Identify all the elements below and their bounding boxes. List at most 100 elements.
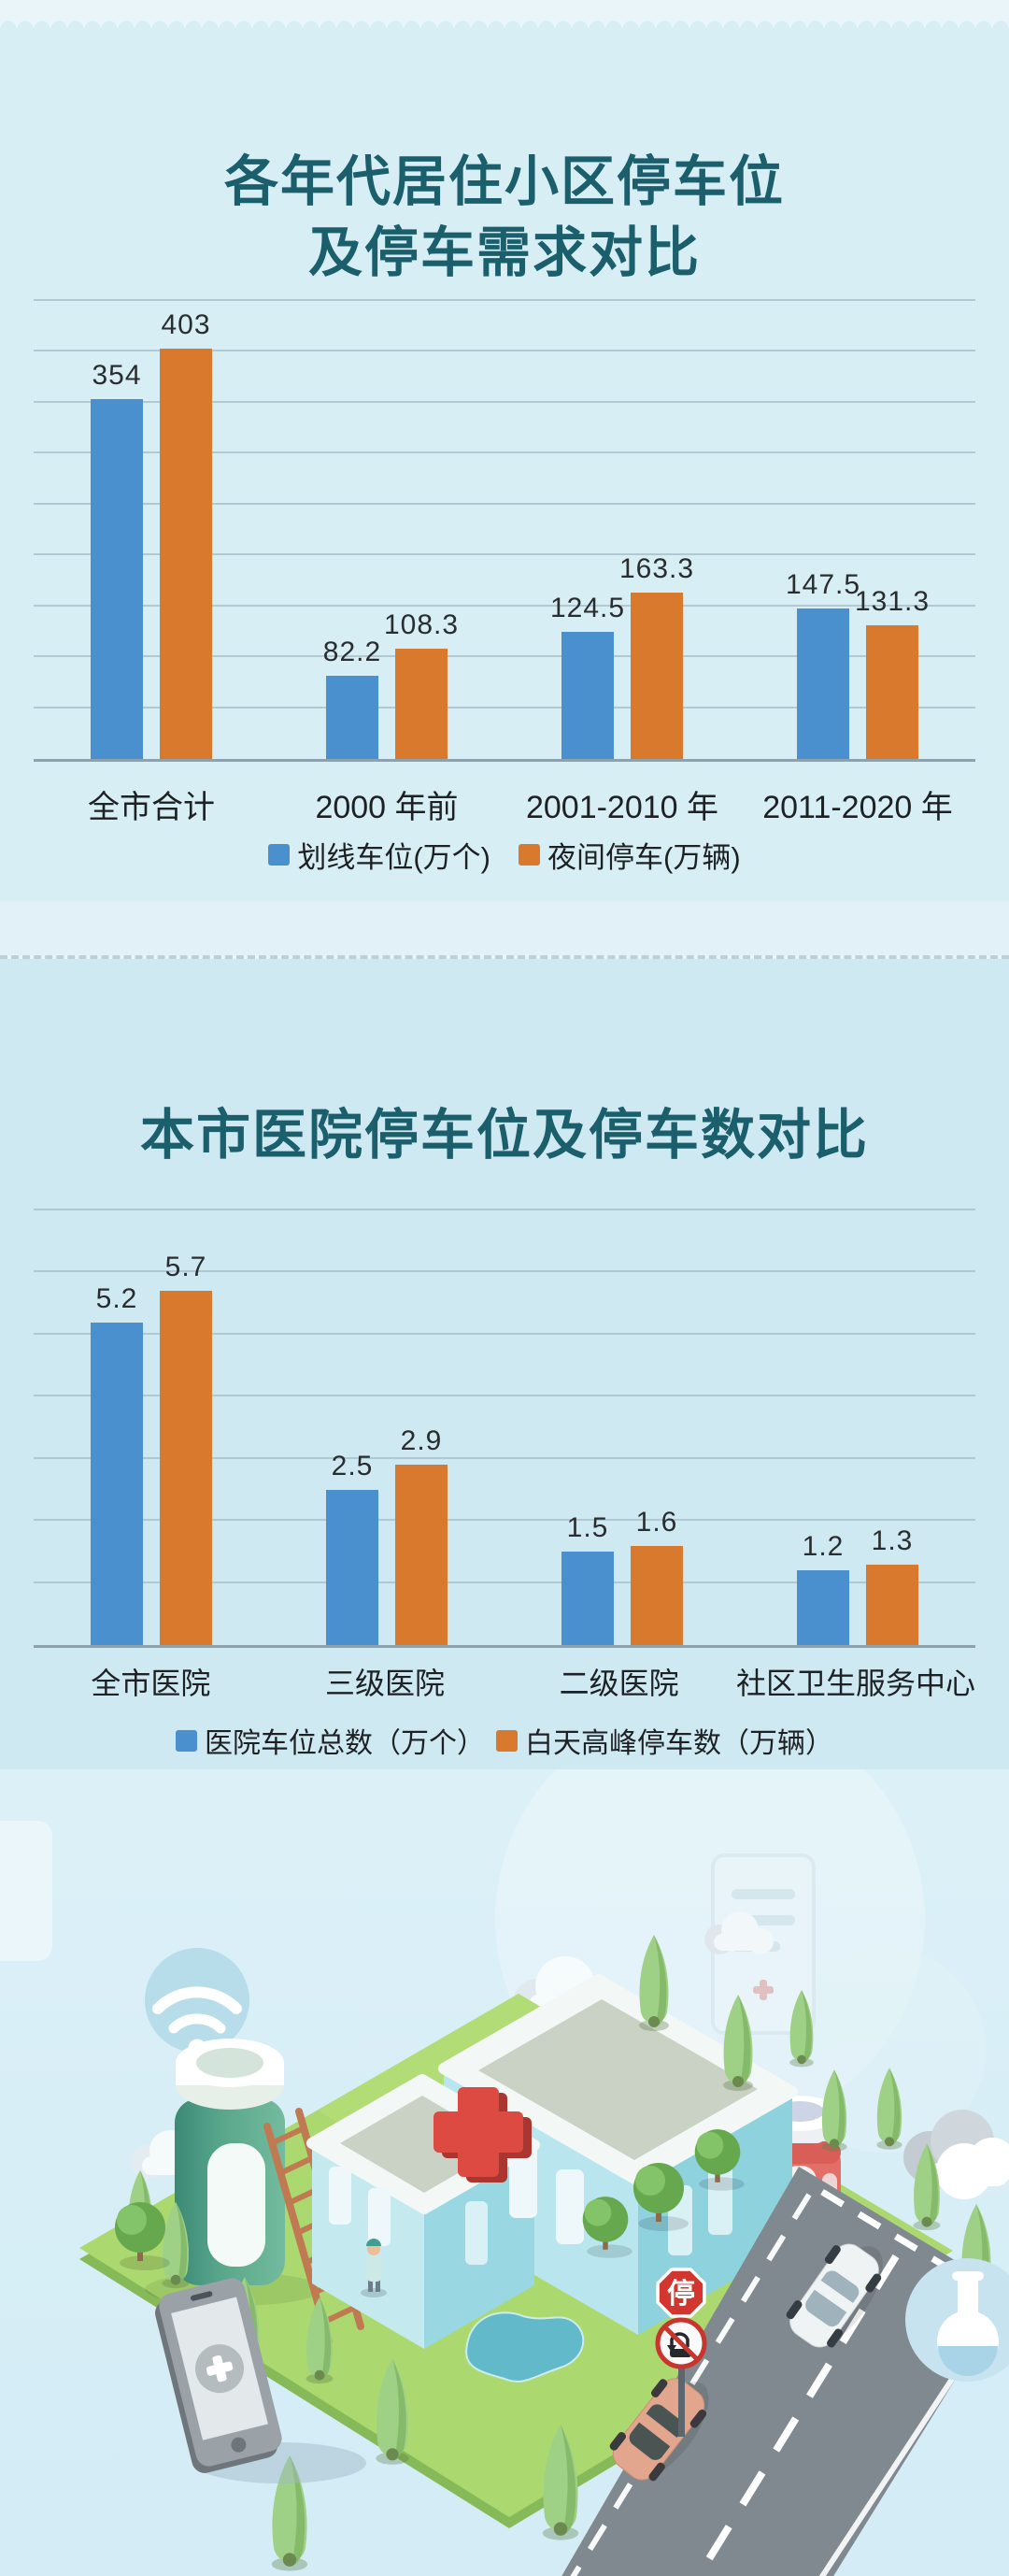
gridline <box>34 1581 975 1583</box>
stop-sign-label: 停 <box>667 2279 695 2310</box>
bar-fill <box>631 1545 683 1645</box>
bar: 354 <box>91 360 143 759</box>
gridline <box>34 655 975 658</box>
bar: 2.5 <box>326 1451 378 1645</box>
category-label: 全市医院 <box>91 1667 211 1700</box>
bar-fill <box>631 593 683 759</box>
gridline <box>34 1395 975 1397</box>
bar: 2.9 <box>395 1425 448 1645</box>
hospital-scene-illustration: 停 <box>0 1769 1009 2576</box>
gridline <box>34 350 975 352</box>
gridline <box>34 1332 975 1335</box>
gridline <box>34 299 975 301</box>
value-label: 147.5 <box>785 569 861 601</box>
gridline <box>34 553 975 556</box>
value-label: 1.6 <box>635 1506 678 1538</box>
value-label: 163.3 <box>618 553 695 585</box>
dashed-divider <box>0 955 1009 959</box>
bar-fill <box>866 625 918 759</box>
category-row: 全市医院 三级医院 二级医院 社区卫生服务中心 <box>34 1660 975 1703</box>
category-label: 二级医院 <box>559 1667 679 1700</box>
road-edge-dashed <box>570 2193 812 2576</box>
legend-item: 医院车位总数（万个） <box>176 1720 485 1761</box>
bar-group: 5.2 5.7 <box>34 1210 269 1645</box>
bar-fill <box>561 1552 614 1645</box>
value-label: 5.2 <box>95 1282 138 1314</box>
gridline <box>34 706 975 708</box>
gridline <box>34 1519 975 1522</box>
legend-swatch <box>176 1729 197 1752</box>
category-label: 三级医院 <box>324 1667 445 1700</box>
category-label: 社区卫生服务中心 <box>735 1667 975 1700</box>
bar: 1.2 <box>797 1531 849 1645</box>
chart2-title-line1: 本市医院停车位及停车数对比 <box>139 1104 869 1166</box>
value-label: 82.2 <box>322 636 382 667</box>
legend-label: 夜间停车(万辆) <box>547 841 741 874</box>
gridline <box>34 604 975 607</box>
bar-fill <box>91 398 143 759</box>
bar-group: 1.5 1.6 <box>504 1210 740 1645</box>
bar: 1.6 <box>631 1507 683 1645</box>
doctor-figure <box>361 2239 387 2297</box>
legend-label: 白天高峰停车数（万辆） <box>525 1728 833 1759</box>
traffic-signs: 停 <box>655 2268 707 2437</box>
gridline <box>34 1209 975 1210</box>
legend-swatch <box>268 844 291 866</box>
bar-fill <box>797 608 849 759</box>
value-label: 131.3 <box>854 586 931 618</box>
hospital-parking-card: 本市医院停车位及停车数对比 5.2 5.7 2.5 2.9 1.5 1.6 1.2 1.3 全… <box>0 959 1009 1769</box>
value-label: 5.7 <box>164 1252 207 1283</box>
value-label: 1.3 <box>871 1524 914 1556</box>
red-cross-icon <box>433 2087 532 2182</box>
gridline <box>34 451 975 454</box>
bar: 403 <box>160 309 212 759</box>
bar-fill <box>866 1564 918 1645</box>
pill-bottle-green <box>145 2039 322 2306</box>
bar: 1.3 <box>866 1525 918 1645</box>
bar-groups: 354 403 82.2 108.3 124.5 163.3 147.5 131.3 <box>34 301 975 759</box>
medical-cross-icon <box>206 2354 234 2383</box>
value-label: 403 <box>161 309 211 341</box>
bar-group: 354 403 <box>34 301 269 759</box>
bar-fill <box>160 1291 212 1645</box>
chart1-title-line1: 各年代居住小区停车位 <box>223 150 785 212</box>
sign-pole <box>678 2362 685 2437</box>
category-label: 2000 年前 <box>315 790 459 825</box>
bar-fill <box>326 675 378 759</box>
value-label: 1.5 <box>566 1512 609 1544</box>
bar-fill <box>395 649 448 759</box>
value-label: 2.5 <box>331 1450 374 1481</box>
bar-fill <box>91 1322 143 1645</box>
road-center-line <box>693 2254 900 2576</box>
chart1-title: 各年代居住小区停车位 及停车需求对比 <box>0 147 1009 290</box>
chart2-title: 本市医院停车位及停车数对比 <box>0 1100 1009 1172</box>
bar-fill <box>797 1570 849 1645</box>
card-notch <box>0 1821 52 1961</box>
pond <box>465 2311 585 2383</box>
value-label: 108.3 <box>383 609 460 641</box>
gridline <box>34 1456 975 1459</box>
bar: 124.5 <box>550 593 624 759</box>
phone-home-button <box>231 2437 247 2453</box>
residential-parking-card: 各年代居住小区停车位 及停车需求对比 354 403 82.2 108.3 124.5 1… <box>0 20 1009 955</box>
cloud <box>903 2110 1009 2199</box>
card1-lower-strip <box>0 901 1009 955</box>
phone-speaker <box>190 2291 213 2301</box>
category-label: 2001-2010 年 <box>525 790 719 825</box>
bar-group: 2.5 2.9 <box>269 1210 504 1645</box>
value-label: 1.2 <box>802 1531 845 1563</box>
legend-swatch <box>496 1729 518 1752</box>
bar-group: 124.5 163.3 <box>504 301 740 759</box>
plot-area: 5.2 5.7 2.5 2.9 1.5 1.6 1.2 1.3 <box>34 1209 975 1648</box>
smartphone <box>155 2278 366 2483</box>
legend-item: 白天高峰停车数（万辆） <box>496 1720 833 1761</box>
bar: 5.2 <box>91 1283 143 1645</box>
bar: 131.3 <box>855 586 929 759</box>
cloud <box>704 1911 774 1954</box>
value-label: 354 <box>92 359 142 391</box>
value-label: 124.5 <box>549 593 626 624</box>
bar-group: 147.5 131.3 <box>740 301 975 759</box>
bar: 147.5 <box>786 569 860 759</box>
legend-item: 划线车位(万个) <box>268 834 490 876</box>
bar-fill <box>160 349 212 759</box>
